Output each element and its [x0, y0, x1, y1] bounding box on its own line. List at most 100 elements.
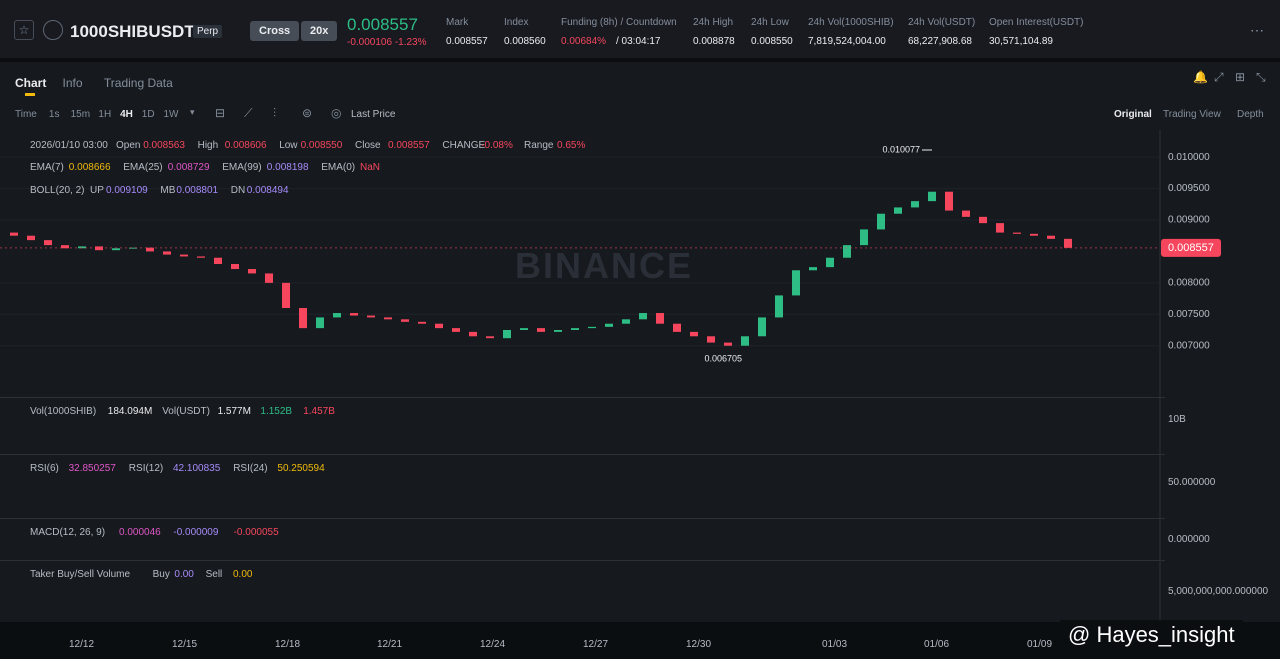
icon-button[interactable]: ⊞ [1235, 70, 1246, 84]
margin-button[interactable]: Cross [250, 21, 300, 41]
price-tick-label: 0.009000 [1168, 215, 1210, 226]
view-option[interactable]: Depth [1237, 109, 1264, 120]
candle [333, 313, 341, 318]
stat-value: 68,227,908.68 [908, 36, 972, 47]
candle [316, 317, 324, 329]
tab-underline [25, 93, 35, 96]
low-label: 0.006705 [704, 353, 742, 363]
candle [44, 240, 52, 246]
candle [112, 248, 120, 251]
panel-value: 1.457B [303, 406, 335, 417]
candle [418, 321, 426, 324]
candle [1064, 238, 1072, 248]
legend-label: Range [524, 140, 554, 151]
candle [656, 313, 664, 324]
axis-label: 5,000,000,000.000000 [1168, 586, 1269, 597]
panel-label: Buy [152, 569, 170, 580]
stat-value: 0.008878 [693, 36, 735, 47]
candle [639, 313, 647, 320]
tool-button[interactable]: ⫶ [273, 106, 277, 120]
candle [95, 246, 103, 251]
legend-value: 0.008494 [246, 185, 289, 196]
star-button[interactable]: ☆ [14, 20, 34, 40]
candle [180, 254, 188, 257]
icon-button[interactable]: 🔔 [1193, 70, 1208, 84]
panel-label: MACD(12, 26, 9) [30, 527, 106, 538]
tab[interactable]: Chart [15, 76, 47, 90]
tool-button[interactable]: ⊟ [215, 106, 226, 120]
interval[interactable]: 4H [120, 109, 133, 120]
candle [350, 313, 358, 316]
axis-label: 10B [1168, 414, 1186, 425]
panel-value: -0.000009 [173, 527, 219, 538]
candle [520, 328, 528, 330]
legend-label: High [197, 140, 219, 151]
tool-button[interactable]: ⊜ [302, 106, 313, 120]
stat-label: Open Interest(USDT) [989, 17, 1084, 28]
candle [503, 330, 511, 339]
tool-button[interactable]: ◎ [331, 106, 342, 120]
interval[interactable]: 1H [98, 109, 112, 120]
tab[interactable]: Info [62, 76, 83, 90]
stat-label: 24h Vol(USDT) [908, 17, 976, 28]
panel-value: 42.100835 [173, 463, 221, 474]
stat-label: Funding (8h) / Countdown [561, 17, 677, 28]
panel-divider [0, 560, 1165, 561]
candle [843, 245, 851, 258]
candle [435, 323, 443, 329]
icon-button[interactable]: ⤡ [1256, 70, 1266, 84]
interval[interactable]: 1D [141, 109, 155, 120]
tab[interactable]: Trading Data [103, 76, 173, 90]
candle [214, 257, 222, 264]
legend-label: Low [279, 140, 298, 151]
candle [469, 331, 477, 337]
tool-button[interactable]: ⟋ [244, 106, 253, 120]
chart: 0.010000 0.009500 0.009000 0.008000 0.007500… [0, 130, 1221, 630]
candle [979, 216, 987, 224]
interval[interactable]: 1s [48, 109, 60, 120]
candle [962, 210, 970, 217]
candle [1030, 233, 1038, 236]
view-option[interactable]: Trading View [1163, 109, 1221, 120]
candle [163, 251, 171, 255]
interval[interactable]: 15m [70, 109, 91, 120]
panel-value: 0.000046 [119, 527, 161, 538]
date-label: 01/03 [822, 639, 848, 650]
panel-label: RSI(12) [128, 463, 164, 474]
candle [996, 223, 1004, 233]
candle [571, 328, 579, 330]
legend-time: 2026/01/10 03:00 [30, 140, 108, 151]
candle [537, 328, 545, 332]
candle [792, 270, 800, 296]
last-price-tag [1161, 238, 1221, 257]
interval[interactable]: Time [15, 109, 37, 120]
panel-label: RSI(6) [30, 463, 59, 474]
view-option[interactable]: Original [1114, 109, 1152, 120]
symbol[interactable]: 1000SHIBUSDT [70, 22, 195, 41]
candle [27, 235, 35, 241]
icon-button[interactable]: ⤢ [1214, 70, 1224, 84]
candle [367, 315, 375, 318]
price-change: -0.000106 -1.23% [347, 37, 427, 48]
more-menu[interactable]: ⋯ [1250, 22, 1264, 38]
stat-value: 7,819,524,004.00 [808, 36, 886, 47]
date-label: 01/06 [924, 639, 950, 650]
candle [197, 256, 205, 258]
panel-label: Sell [205, 569, 223, 580]
chart-panel [0, 62, 1280, 622]
candle [673, 323, 681, 332]
high-label: 0.010077 [882, 144, 920, 154]
leverage-button[interactable]: 20x [301, 21, 338, 41]
candle [588, 326, 596, 329]
panel-value: 1.577M [217, 406, 251, 417]
price-tick-label: 0.007000 [1168, 340, 1210, 351]
dropdown[interactable]: ▾ [190, 107, 195, 117]
legend-value: 0.009109 [106, 185, 148, 196]
price-type[interactable]: Last Price [351, 109, 396, 120]
date-label: 12/30 [686, 639, 712, 650]
panel-value: -0.000055 [233, 527, 279, 538]
interval[interactable]: 1W [163, 109, 179, 120]
panel-label: Vol(1000SHIB) [30, 406, 97, 417]
last-price: 0.008557 [347, 15, 418, 34]
panel-value: 0.00 [233, 569, 253, 580]
